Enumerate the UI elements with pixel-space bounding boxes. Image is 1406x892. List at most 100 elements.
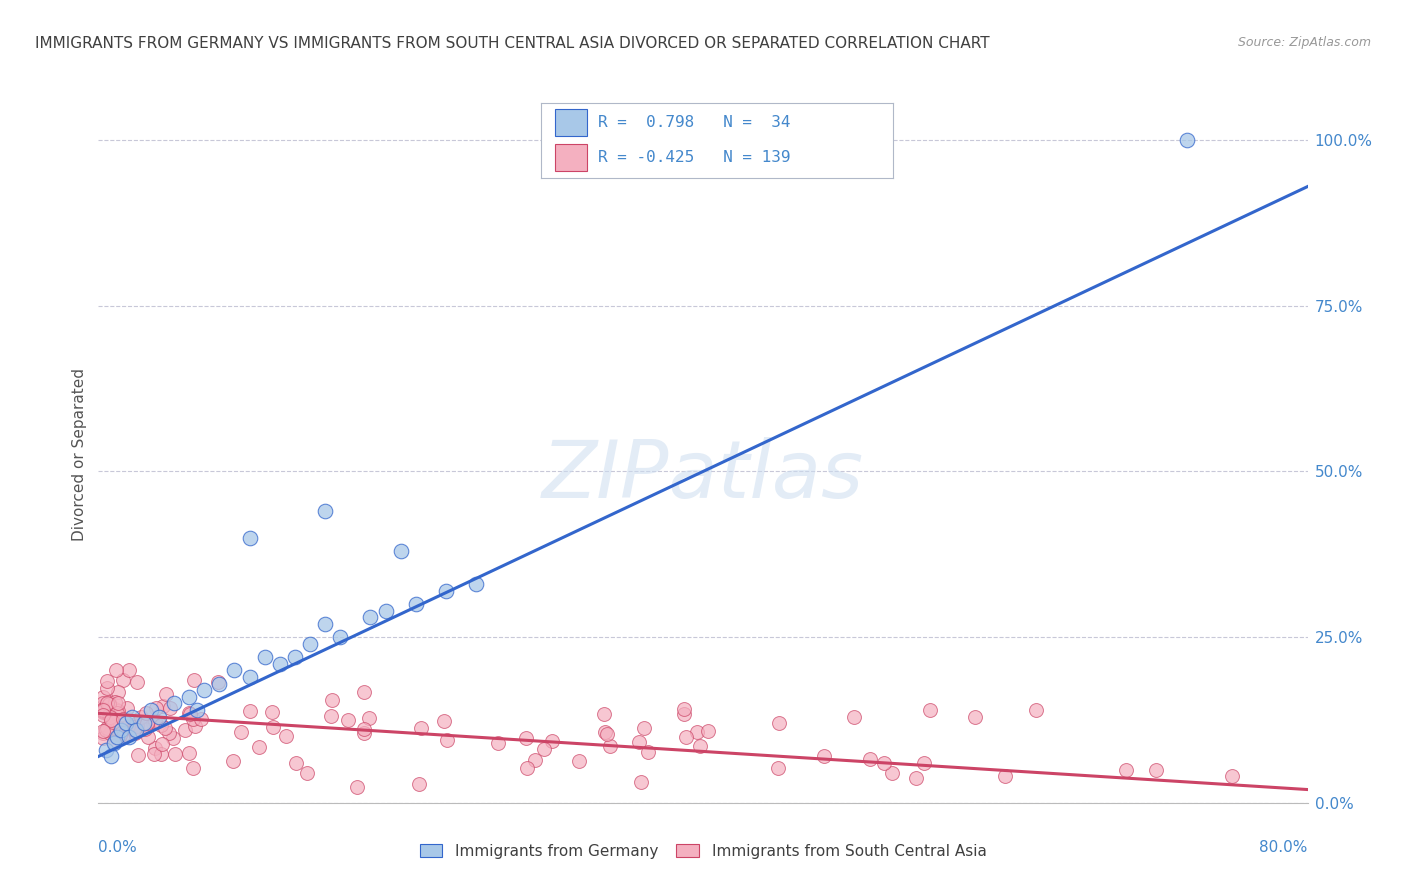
Point xyxy=(193,683,215,698)
Point xyxy=(207,674,229,689)
Text: ZIPatlas: ZIPatlas xyxy=(541,437,865,515)
Point xyxy=(274,729,297,743)
Point xyxy=(163,747,186,761)
Point xyxy=(247,740,270,755)
Point xyxy=(299,637,322,651)
Point xyxy=(905,771,928,785)
Point xyxy=(295,766,318,780)
Point xyxy=(186,703,208,717)
Point xyxy=(124,723,146,737)
Point xyxy=(107,696,129,710)
Point xyxy=(132,716,155,731)
Point xyxy=(321,693,343,707)
Point xyxy=(269,657,291,671)
Point xyxy=(208,676,231,690)
Point xyxy=(994,769,1017,783)
Point xyxy=(523,753,546,767)
Point xyxy=(107,685,129,699)
Point xyxy=(357,711,380,725)
Point xyxy=(183,719,205,733)
Point xyxy=(599,739,621,754)
Point xyxy=(389,544,412,558)
Point xyxy=(408,776,430,790)
Point xyxy=(97,697,120,711)
Point xyxy=(117,719,139,733)
Point xyxy=(673,707,696,722)
Point xyxy=(112,727,135,741)
Point xyxy=(104,702,127,716)
Point xyxy=(177,747,200,761)
Point xyxy=(91,724,114,739)
Point xyxy=(689,739,711,753)
Point xyxy=(1024,703,1046,717)
Point xyxy=(91,726,114,740)
Point xyxy=(125,719,148,733)
Point xyxy=(486,735,509,749)
Point xyxy=(768,716,790,731)
Point xyxy=(149,718,172,732)
Point xyxy=(260,705,283,719)
Point xyxy=(100,713,122,727)
Point xyxy=(628,734,651,748)
Point xyxy=(1144,763,1167,777)
Point xyxy=(124,718,146,732)
Point xyxy=(239,531,262,545)
Point xyxy=(465,577,488,591)
Point xyxy=(360,610,382,624)
Point xyxy=(145,700,167,714)
Point xyxy=(436,733,458,747)
Point xyxy=(183,761,205,775)
Point xyxy=(179,690,201,704)
Point xyxy=(96,696,118,710)
Point xyxy=(153,721,176,735)
Point xyxy=(96,721,118,735)
Point xyxy=(540,733,562,747)
Point xyxy=(346,780,368,795)
Point xyxy=(103,714,125,729)
Point xyxy=(859,752,882,766)
Point xyxy=(98,726,121,740)
Point xyxy=(103,734,125,748)
Point xyxy=(91,707,114,722)
Point xyxy=(159,701,181,715)
Point xyxy=(314,616,336,631)
Point xyxy=(103,736,125,750)
Point xyxy=(181,712,204,726)
Point xyxy=(516,761,538,775)
Point xyxy=(405,597,427,611)
Point xyxy=(1220,769,1243,783)
Text: IMMIGRANTS FROM GERMANY VS IMMIGRANTS FROM SOUTH CENTRAL ASIA DIVORCED OR SEPARA: IMMIGRANTS FROM GERMANY VS IMMIGRANTS FR… xyxy=(35,36,990,51)
Point xyxy=(675,731,697,745)
Point xyxy=(637,745,659,759)
Point xyxy=(321,708,343,723)
Point xyxy=(105,730,128,744)
Point xyxy=(91,690,114,704)
Point xyxy=(239,670,262,684)
Point xyxy=(515,731,537,745)
Point xyxy=(104,722,127,736)
Point xyxy=(179,706,201,721)
Point xyxy=(91,701,114,715)
Point xyxy=(143,747,166,761)
Point xyxy=(91,706,114,720)
Point xyxy=(374,604,396,618)
Point xyxy=(104,695,127,709)
Point xyxy=(673,702,696,716)
Point xyxy=(100,725,122,739)
Point xyxy=(222,754,245,768)
Point xyxy=(100,749,122,764)
Point xyxy=(125,723,148,737)
Point xyxy=(239,704,262,718)
Point xyxy=(125,674,148,689)
Point xyxy=(353,684,375,698)
Point xyxy=(136,730,159,744)
Text: R =  0.798   N =  34: R = 0.798 N = 34 xyxy=(598,115,790,130)
Point xyxy=(912,756,935,770)
Point xyxy=(593,725,616,739)
Point xyxy=(135,706,157,720)
Point xyxy=(101,711,124,725)
Point xyxy=(91,698,114,713)
Point xyxy=(114,716,136,731)
Point xyxy=(149,747,172,762)
Point xyxy=(686,724,709,739)
